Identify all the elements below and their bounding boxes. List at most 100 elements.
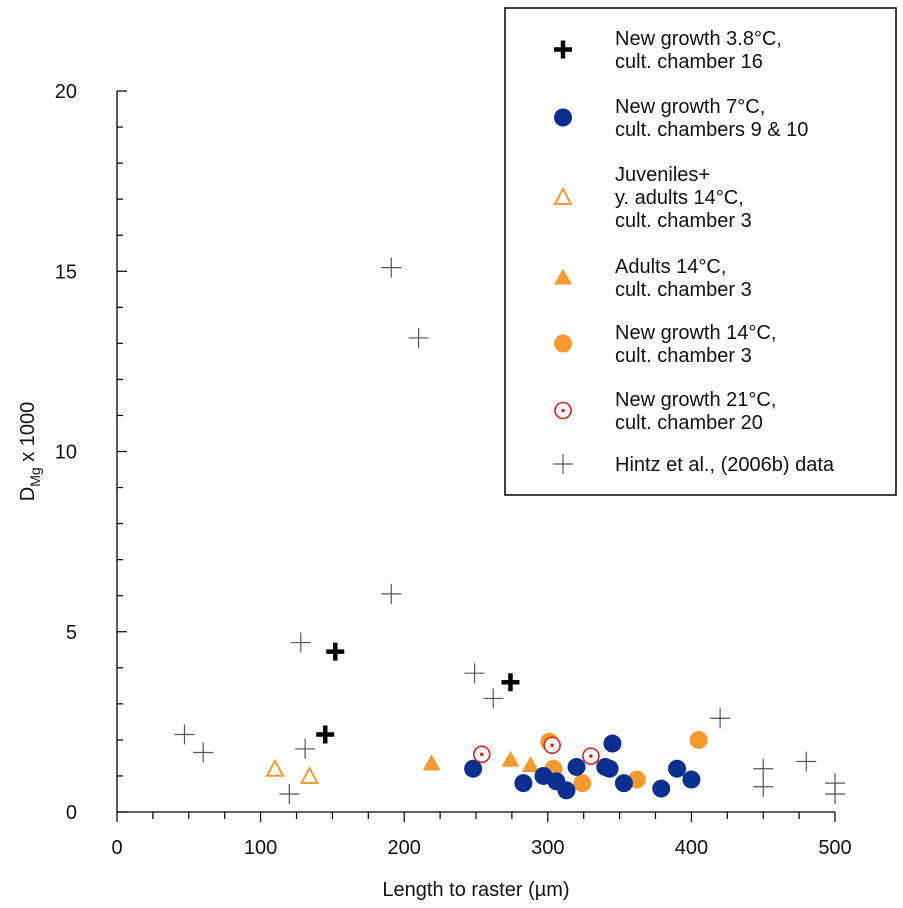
- data-point: [573, 774, 592, 793]
- thin-plus-mark: [290, 632, 311, 653]
- data-point: [299, 765, 320, 784]
- x-tick-label: 400: [675, 837, 708, 859]
- series-3-points: [422, 750, 540, 773]
- legend-entry: New growth 3.8°C,cult. chamber 16: [554, 28, 782, 73]
- y-axis-title-suffix: x 1000: [17, 402, 39, 468]
- series-6-points: [174, 257, 845, 804]
- x-tick-label: 0: [111, 837, 122, 859]
- ring-center-dot: [561, 408, 565, 413]
- y-tick-label: 20: [55, 81, 77, 103]
- x-tick-label: 200: [388, 837, 421, 859]
- series-1-points: [464, 734, 701, 800]
- legend-entry: New growth 7°C,cult. chambers 9 & 10: [554, 96, 808, 141]
- x-axis-title: Length to raster (µm): [382, 879, 569, 901]
- thin-plus-mark: [381, 583, 402, 604]
- bold-plus-mark: [326, 642, 345, 661]
- data-point: [279, 783, 300, 804]
- data-point: [514, 774, 533, 793]
- legend-label: cult. chamber 16: [615, 51, 763, 73]
- legend-label: cult. chambers 9 & 10: [615, 119, 808, 141]
- data-point: [582, 747, 600, 765]
- data-point: [316, 725, 335, 744]
- x-tick-label: 300: [531, 837, 564, 859]
- circle-mark: [668, 759, 687, 778]
- data-point: [521, 756, 540, 773]
- ring-center-dot: [550, 743, 554, 748]
- axis-ticks: 0 100 200 300 400 500 0 5 10 15 20: [55, 81, 852, 859]
- data-point: [464, 663, 485, 684]
- legend-marker: [554, 268, 572, 285]
- data-point: [600, 759, 619, 778]
- legend-entry: Juveniles+y. adults 14°C,cult. chamber 3: [553, 164, 752, 232]
- thin-plus-mark: [825, 783, 845, 804]
- thin-plus-mark: [295, 738, 316, 759]
- legend-entry: Hintz et al., (2006b) data: [553, 454, 835, 476]
- bold-plus-mark: [501, 673, 520, 692]
- data-point: [501, 750, 520, 767]
- legend-marker: [554, 108, 572, 127]
- thin-plus-mark: [553, 454, 573, 474]
- circle-mark: [573, 774, 592, 793]
- thin-plus-mark: [464, 663, 485, 684]
- filled-triangle-mark: [521, 756, 540, 773]
- data-point: [543, 736, 561, 755]
- legend-label: cult. chamber 3: [615, 279, 752, 301]
- open-triangle-mark: [265, 758, 285, 777]
- filled-triangle-mark: [501, 750, 520, 767]
- filled-triangle-mark: [422, 754, 441, 771]
- legend-label: cult. chamber 3: [615, 210, 752, 232]
- circle-mark: [614, 774, 633, 793]
- data-point: [472, 745, 491, 764]
- data-point: [689, 730, 708, 749]
- circle-mark: [567, 757, 586, 776]
- legend-label: New growth 3.8°C,: [615, 28, 782, 50]
- data-point: [483, 688, 504, 709]
- legend-label: New growth 14°C,: [615, 322, 776, 344]
- series-5-points: [472, 736, 600, 765]
- circle-mark: [600, 759, 619, 778]
- data-point: [193, 742, 214, 763]
- x-tick-label: 100: [244, 837, 277, 859]
- data-point: [557, 781, 576, 800]
- data-point: [668, 759, 687, 778]
- thin-plus-mark: [174, 724, 195, 745]
- series-0-points: [316, 642, 520, 744]
- y-tick-label: 15: [55, 261, 77, 283]
- data-point: [603, 734, 622, 753]
- legend-label: Juveniles+: [615, 164, 710, 186]
- circle-mark: [682, 770, 701, 789]
- legend-label: Hintz et al., (2006b) data: [615, 454, 835, 476]
- data-point: [753, 776, 774, 797]
- circle-mark: [514, 774, 533, 793]
- circle-mark: [557, 781, 576, 800]
- data-point: [381, 583, 402, 604]
- data-point: [326, 642, 345, 661]
- data-point: [710, 708, 731, 729]
- thin-plus-mark: [796, 751, 817, 772]
- legend-label: y. adults 14°C,: [615, 187, 744, 209]
- thin-plus-mark: [710, 708, 731, 729]
- y-tick-label: 5: [66, 622, 77, 644]
- thin-plus-mark: [193, 742, 214, 763]
- data-point: [652, 779, 671, 798]
- data-points: [174, 257, 845, 804]
- open-triangle-mark: [553, 186, 573, 205]
- data-point: [290, 632, 311, 653]
- data-point: [265, 758, 285, 777]
- legend-entry: Adults 14°C,cult. chamber 3: [554, 256, 752, 301]
- data-point: [174, 724, 195, 745]
- legend-marker: [553, 454, 573, 474]
- filled-triangle-mark: [554, 268, 572, 285]
- circle-mark: [464, 759, 483, 778]
- y-tick-label: 0: [66, 802, 77, 824]
- data-point: [796, 751, 817, 772]
- data-point: [682, 770, 701, 789]
- series-2-points: [265, 758, 320, 784]
- circle-mark: [554, 108, 572, 127]
- data-point: [408, 327, 429, 348]
- y-axis-title: DMg x 1000: [17, 402, 43, 502]
- bold-plus-mark: [554, 40, 572, 59]
- data-point: [422, 754, 441, 771]
